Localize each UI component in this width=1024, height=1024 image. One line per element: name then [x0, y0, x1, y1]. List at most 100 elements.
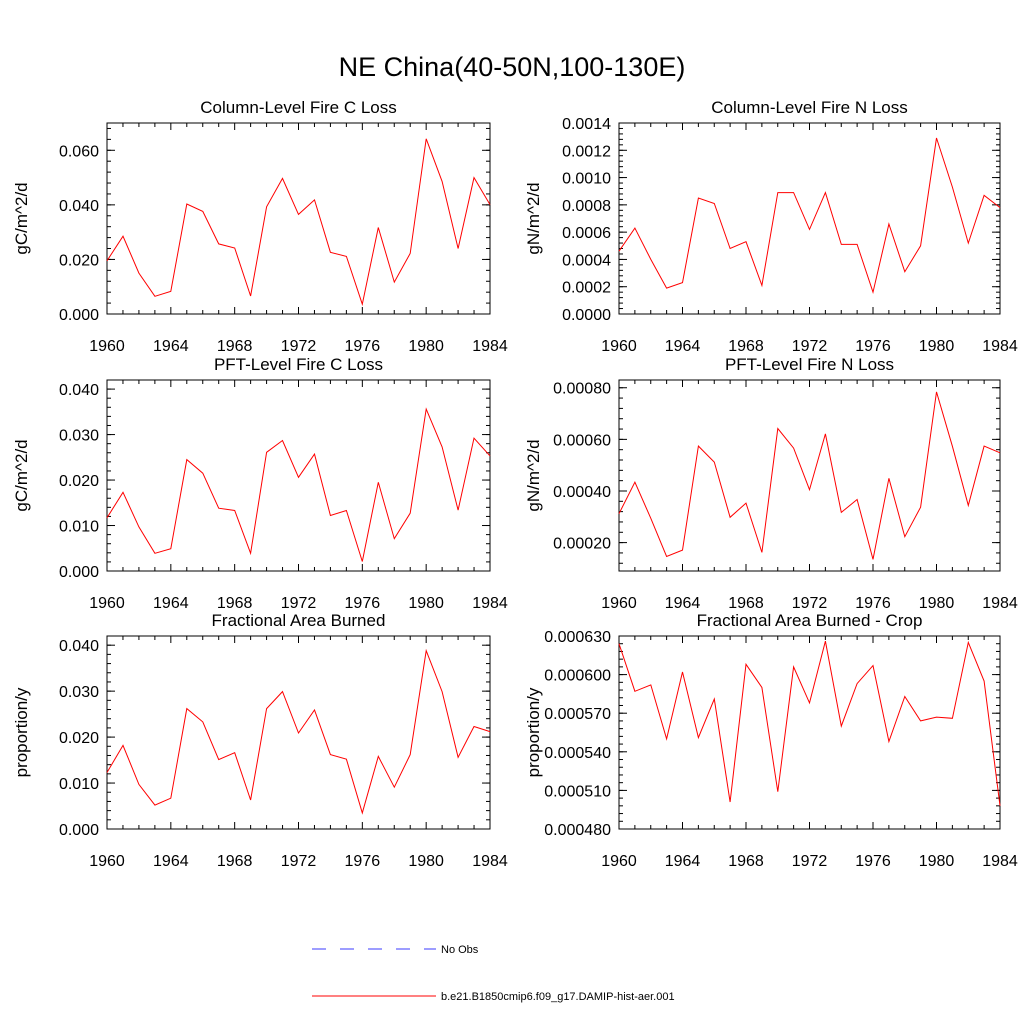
panel-pft-level-fire-c-loss-x-tick-label: 1968: [217, 595, 253, 612]
panel-column-level-fire-n-loss-x-tick-label: 1980: [919, 338, 955, 355]
panel-column-level-fire-c-loss-title: Column-Level Fire C Loss: [200, 98, 397, 117]
panel-pft-level-fire-c-loss-x-tick-label: 1984: [472, 595, 508, 612]
panel-pft-level-fire-n-loss-x-tick-label: 1984: [982, 595, 1018, 612]
panel-column-level-fire-n-loss-y-axis-label: gN/m^2/d: [524, 182, 543, 254]
panels: 1960 1964 1968 1972 1976 1980 1984 0.000 0.020 0.…: [12, 98, 1018, 870]
panel-fractional-area-burned-x-tick-label: 1976: [345, 853, 381, 870]
panel-fractional-area-burned-crop-frame: [618, 635, 1001, 830]
panel-column-level-fire-c-loss-y-axis-label: gC/m^2/d: [12, 182, 31, 254]
panel-fractional-area-burned-x-tick-label: 1984: [472, 853, 508, 870]
panel-fractional-area-burned-series-line: [106, 648, 491, 815]
panel-fractional-area-burned-crop-x-tick-label: 1968: [728, 853, 764, 870]
panel-fractional-area-burned-crop: 1960 1964 1968 1972 1976 1980 1984 0.000480 0.00…: [524, 611, 1018, 870]
panel-pft-level-fire-n-loss-y-axis-label: gN/m^2/d: [524, 439, 543, 511]
panel-fractional-area-burned-crop-x-tick-label: 1972: [792, 853, 828, 870]
panel-column-level-fire-n-loss-x-tick-label: 1964: [665, 338, 701, 355]
panel-fractional-area-burned-crop-x-tick-label: 1964: [665, 853, 701, 870]
panel-column-level-fire-c-loss-series-line: [106, 138, 491, 307]
panel-column-level-fire-n-loss-title: Column-Level Fire N Loss: [711, 98, 908, 117]
panel-pft-level-fire-n-loss-x-tick-label: 1968: [728, 595, 764, 612]
panel-fractional-area-burned-y-tick-label: 0.030: [59, 684, 99, 701]
panel-fractional-area-burned-x-tick-label: 1980: [408, 853, 444, 870]
panel-pft-level-fire-c-loss: 1960 1964 1968 1972 1976 1980 1984 0.000 0.010 0.…: [12, 355, 508, 612]
panel-column-level-fire-n-loss-y-tick-label: 0.0012: [562, 143, 611, 160]
panel-column-level-fire-n-loss-frame: [618, 122, 1001, 315]
panel-pft-level-fire-n-loss: 1960 1964 1968 1972 1976 1980 1984 0.00020 0.000…: [524, 355, 1018, 612]
panel-pft-level-fire-c-loss-y-tick-label: 0.020: [59, 473, 99, 490]
panel-pft-level-fire-c-loss-x-tick-label: 1980: [408, 595, 444, 612]
panel-pft-level-fire-n-loss-title: PFT-Level Fire N Loss: [725, 355, 894, 374]
figure-title: NE China(40-50N,100-130E): [339, 52, 686, 82]
panel-column-level-fire-n-loss-y-tick-label: 0.0010: [562, 171, 611, 188]
panel-fractional-area-burned-crop-y-tick-label: 0.000480: [544, 822, 611, 839]
panel-column-level-fire-c-loss-x-tick-label: 1976: [345, 338, 381, 355]
panel-column-level-fire-c-loss: 1960 1964 1968 1972 1976 1980 1984 0.000 0.020 0.…: [12, 98, 508, 355]
panel-fractional-area-burned-crop-y-tick-label: 0.000540: [544, 745, 611, 762]
panel-column-level-fire-c-loss-x-tick-label: 1984: [472, 338, 508, 355]
panel-column-level-fire-c-loss-x-tick-label: 1968: [217, 338, 253, 355]
panel-fractional-area-burned-y-tick-label: 0.020: [59, 730, 99, 747]
panel-column-level-fire-c-loss-y-tick-label: 0.040: [59, 198, 99, 215]
panel-column-level-fire-n-loss-x-tick-label: 1972: [792, 338, 828, 355]
panel-column-level-fire-c-loss-x-tick-label: 1980: [408, 338, 444, 355]
panel-column-level-fire-n-loss-x-tick-label: 1976: [855, 338, 891, 355]
panel-column-level-fire-n-loss-y-tick-label: 0.0002: [562, 280, 611, 297]
panel-pft-level-fire-n-loss-series-line: [618, 391, 1001, 560]
panel-pft-level-fire-n-loss-y-tick-label: 0.00040: [553, 484, 611, 501]
panel-column-level-fire-n-loss-y-tick-label: 0.0000: [562, 307, 611, 324]
panel-pft-level-fire-c-loss-x-tick-label: 1972: [281, 595, 317, 612]
panel-pft-level-fire-n-loss-y-tick-label: 0.00020: [553, 536, 611, 553]
panel-fractional-area-burned-x-tick-label: 1964: [153, 853, 189, 870]
panel-column-level-fire-c-loss-y-tick-label: 0.000: [59, 307, 99, 324]
panel-pft-level-fire-c-loss-y-tick-label: 0.010: [59, 519, 99, 536]
panel-pft-level-fire-n-loss-x-tick-label: 1980: [919, 595, 955, 612]
panel-column-level-fire-c-loss-x-tick-label: 1960: [89, 338, 125, 355]
panel-fractional-area-burned-y-tick-label: 0.010: [59, 776, 99, 793]
panel-fractional-area-burned-y-tick-label: 0.040: [59, 638, 99, 655]
panel-fractional-area-burned: 1960 1964 1968 1972 1976 1980 1984 0.000 0.010 0.…: [12, 611, 508, 870]
panel-pft-level-fire-n-loss-x-tick-label: 1976: [855, 595, 891, 612]
panel-fractional-area-burned-y-axis-label: proportion/y: [12, 687, 31, 777]
panel-fractional-area-burned-x-tick-label: 1960: [89, 853, 125, 870]
panel-pft-level-fire-n-loss-x-tick-label: 1960: [601, 595, 637, 612]
panel-pft-level-fire-c-loss-series-line: [106, 407, 491, 562]
panel-pft-level-fire-n-loss-x-tick-label: 1972: [792, 595, 828, 612]
panel-column-level-fire-c-loss-frame: [106, 122, 491, 315]
panel-pft-level-fire-n-loss-y-tick-label: 0.00080: [553, 381, 611, 398]
panel-column-level-fire-c-loss-x-tick-label: 1972: [281, 338, 317, 355]
panel-fractional-area-burned-crop-x-tick-label: 1976: [855, 853, 891, 870]
panel-pft-level-fire-c-loss-title: PFT-Level Fire C Loss: [214, 355, 383, 374]
panel-column-level-fire-c-loss-x-tick-label: 1964: [153, 338, 189, 355]
panel-fractional-area-burned-x-tick-label: 1968: [217, 853, 253, 870]
panel-pft-level-fire-n-loss-frame: [618, 379, 1001, 572]
panel-fractional-area-burned-crop-y-tick-label: 0.000570: [544, 706, 611, 723]
panel-column-level-fire-n-loss-x-tick-label: 1960: [601, 338, 637, 355]
panel-pft-level-fire-c-loss-y-tick-label: 0.030: [59, 428, 99, 445]
panel-fractional-area-burned-crop-y-tick-label: 0.000600: [544, 668, 611, 685]
panel-fractional-area-burned-crop-y-tick-label: 0.000510: [544, 783, 611, 800]
panel-fractional-area-burned-crop-x-tick-label: 1960: [601, 853, 637, 870]
panel-column-level-fire-n-loss-x-tick-label: 1968: [728, 338, 764, 355]
panel-pft-level-fire-c-loss-y-tick-label: 0.000: [59, 564, 99, 581]
panel-column-level-fire-c-loss-y-tick-label: 0.060: [59, 143, 99, 160]
panel-pft-level-fire-n-loss-y-tick-label: 0.00060: [553, 432, 611, 449]
panel-fractional-area-burned-crop-title: Fractional Area Burned - Crop: [697, 611, 923, 630]
panel-column-level-fire-n-loss-x-tick-label: 1984: [982, 338, 1018, 355]
legend-model-label: b.e21.B1850cmip6.f09_g17.DAMIP-hist-aer.…: [441, 991, 675, 1003]
panel-fractional-area-burned-y-tick-label: 0.000: [59, 822, 99, 839]
panel-pft-level-fire-c-loss-x-tick-label: 1964: [153, 595, 189, 612]
panel-pft-level-fire-c-loss-frame: [106, 379, 491, 572]
panel-fractional-area-burned-title: Fractional Area Burned: [212, 611, 386, 630]
panel-fractional-area-burned-crop-x-tick-label: 1984: [982, 853, 1018, 870]
panel-fractional-area-burned-crop-y-axis-label: proportion/y: [524, 687, 543, 777]
panel-fractional-area-burned-crop-x-tick-label: 1980: [919, 853, 955, 870]
panel-column-level-fire-n-loss-y-tick-label: 0.0004: [562, 252, 611, 269]
panel-column-level-fire-n-loss-series-line: [618, 137, 1001, 295]
panel-column-level-fire-n-loss-y-tick-label: 0.0014: [562, 116, 611, 133]
panel-column-level-fire-c-loss-y-tick-label: 0.020: [59, 252, 99, 269]
panel-column-level-fire-n-loss-y-tick-label: 0.0008: [562, 198, 611, 215]
panel-fractional-area-burned-x-tick-label: 1972: [281, 853, 317, 870]
panel-pft-level-fire-c-loss-x-tick-label: 1960: [89, 595, 125, 612]
panel-pft-level-fire-c-loss-y-axis-label: gC/m^2/d: [12, 439, 31, 511]
